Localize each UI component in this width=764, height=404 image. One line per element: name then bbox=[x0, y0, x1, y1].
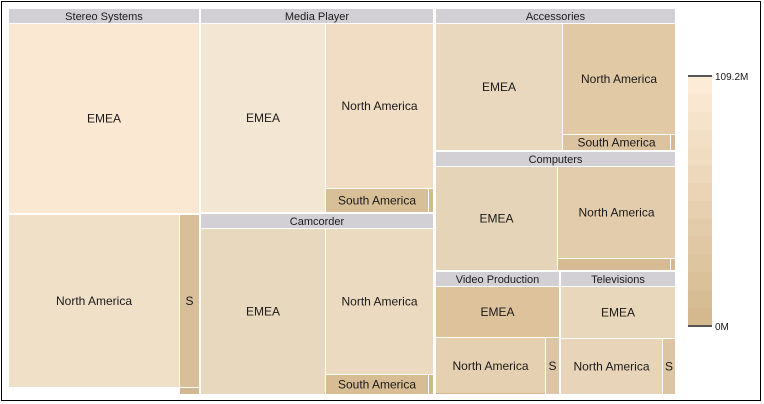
legend-step bbox=[688, 93, 712, 113]
treemap-cell-televisions-2 bbox=[663, 339, 675, 394]
treemap-cell-camcorder-3 bbox=[429, 375, 433, 394]
cell-label-computers-0: EMEA bbox=[479, 212, 513, 226]
legend-step bbox=[688, 111, 712, 131]
group-header-camcorder bbox=[201, 214, 433, 228]
cell-label-accessories-1: North America bbox=[581, 72, 657, 86]
treemap-cell-stereo-systems-0 bbox=[9, 24, 199, 213]
cell-label-camcorder-2: South America bbox=[338, 378, 416, 392]
cell-label-media-player-1: North America bbox=[341, 99, 417, 113]
treemap-cell-accessories-3 bbox=[671, 135, 675, 150]
treemap-cell-camcorder-2 bbox=[326, 375, 428, 394]
treemap-cell-video-production-2 bbox=[546, 338, 559, 394]
treemap-cell-camcorder-1 bbox=[326, 229, 433, 374]
legend-step bbox=[688, 147, 712, 166]
group-title-stereo-systems: Stereo Systems bbox=[65, 11, 143, 23]
legend-step bbox=[688, 308, 712, 327]
treemap-cell-computers-3 bbox=[671, 259, 675, 270]
legend-step bbox=[688, 76, 712, 95]
cell-label-media-player-0: EMEA bbox=[246, 111, 280, 125]
group-header-media-player bbox=[201, 9, 433, 23]
treemap-cell-video-production-0 bbox=[436, 287, 559, 337]
treemap-cell-stereo-systems-3 bbox=[180, 388, 199, 394]
group-header-stereo-systems bbox=[9, 9, 199, 23]
cell-label-televisions-1: North America bbox=[573, 360, 649, 374]
treemap-cell-accessories-1 bbox=[563, 24, 675, 134]
treemap-cell-media-player-2 bbox=[326, 189, 428, 212]
legend-step bbox=[688, 218, 712, 238]
group-title-video-production: Video Production bbox=[456, 274, 540, 286]
legend-step bbox=[688, 183, 712, 202]
treemap-cell-media-player-3 bbox=[429, 189, 433, 212]
treemap-cell-video-production-3 bbox=[436, 393, 545, 394]
treemap-group-computers: Computers EMEA North America bbox=[436, 152, 675, 270]
group-title-computers: Computers bbox=[529, 154, 583, 166]
treemap-cell-video-production-1 bbox=[436, 338, 545, 394]
group-header-computers bbox=[436, 152, 675, 166]
cell-label-video-production-0: EMEA bbox=[480, 305, 514, 319]
legend-min-label: 0M bbox=[715, 322, 729, 333]
group-title-televisions: Televisions bbox=[591, 274, 645, 286]
group-title-camcorder: Camcorder bbox=[290, 216, 345, 228]
group-header-televisions bbox=[561, 272, 675, 286]
treemap-group-accessories: Accessories EMEA North America South Americ… bbox=[436, 9, 675, 150]
legend-step bbox=[688, 254, 712, 273]
cell-label-video-production-2: S bbox=[548, 359, 556, 373]
legend-max-label: 109.2M bbox=[715, 72, 748, 83]
legend-step bbox=[688, 236, 712, 256]
treemap-group-video-production: Video Production EMEA North America S bbox=[436, 272, 559, 394]
cell-label-stereo-systems-2: S bbox=[185, 294, 193, 308]
cell-label-accessories-0: EMEA bbox=[482, 80, 516, 94]
legend-step bbox=[688, 290, 712, 309]
cell-label-video-production-1: North America bbox=[452, 359, 528, 373]
cell-label-televisions-0: EMEA bbox=[601, 306, 635, 320]
legend-step bbox=[688, 129, 712, 148]
treemap-cell-media-player-1 bbox=[326, 24, 433, 188]
cell-label-camcorder-0: EMEA bbox=[246, 305, 280, 319]
legend-step bbox=[688, 272, 712, 291]
legend-step bbox=[688, 201, 712, 220]
cell-label-stereo-systems-1: North America bbox=[56, 294, 132, 308]
treemap-cell-televisions-0 bbox=[561, 287, 675, 338]
cell-label-accessories-2: South America bbox=[577, 136, 655, 150]
cell-label-televisions-2: S bbox=[665, 360, 673, 374]
treemap-cell-stereo-systems-1 bbox=[9, 215, 179, 387]
legend-step bbox=[688, 165, 712, 184]
cell-label-computers-1: North America bbox=[578, 206, 654, 220]
cell-label-camcorder-1: North America bbox=[341, 295, 417, 309]
group-header-video-production bbox=[436, 272, 559, 286]
color-legend: 109.2M 0M bbox=[688, 72, 748, 333]
treemap-cell-computers-2 bbox=[558, 259, 670, 270]
group-title-media-player: Media Player bbox=[285, 11, 350, 23]
treemap-cell-accessories-2 bbox=[563, 135, 670, 150]
treemap-group-camcorder: Camcorder EMEA North America South America bbox=[201, 214, 433, 394]
group-header-accessories bbox=[436, 9, 675, 23]
treemap-cell-computers-1 bbox=[558, 167, 675, 258]
treemap-group-media-player: Media Player EMEA North America South Ameri… bbox=[201, 9, 433, 212]
treemap-cell-computers-0 bbox=[436, 167, 557, 270]
cell-label-media-player-2: South America bbox=[338, 194, 416, 208]
treemap-cell-camcorder-0 bbox=[201, 229, 325, 394]
treemap-cell-televisions-1 bbox=[561, 339, 662, 394]
treemap-cell-media-player-0 bbox=[201, 24, 325, 212]
treemap-group-stereo-systems: Stereo Systems EMEA North America S bbox=[9, 9, 199, 394]
group-title-accessories: Accessories bbox=[526, 11, 586, 23]
treemap-cell-stereo-systems-2 bbox=[180, 215, 199, 387]
cell-label-stereo-systems-0: EMEA bbox=[87, 112, 121, 126]
treemap-group-televisions: Televisions EMEA North America S bbox=[561, 272, 675, 394]
treemap-cell-accessories-0 bbox=[436, 24, 562, 150]
